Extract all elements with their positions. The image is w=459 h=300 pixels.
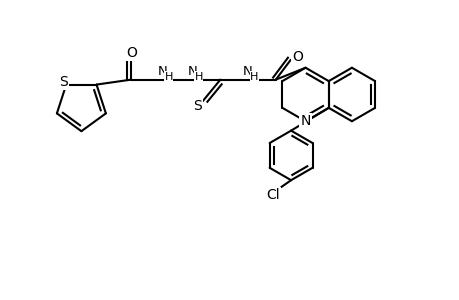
Text: N: N [300,114,310,128]
Text: H: H [194,72,202,82]
Text: S: S [193,99,202,113]
Text: S: S [59,75,67,88]
Text: N: N [158,65,168,78]
Text: Cl: Cl [266,188,280,202]
Text: O: O [125,46,136,60]
Text: O: O [291,50,302,64]
Text: H: H [164,72,173,82]
Text: N: N [187,65,197,78]
Text: H: H [249,72,257,82]
Text: N: N [243,65,252,78]
